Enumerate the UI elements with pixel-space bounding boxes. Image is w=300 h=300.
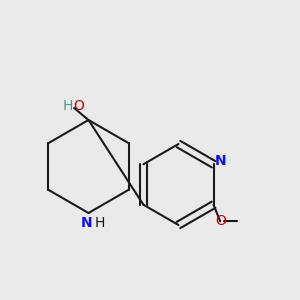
Text: O: O bbox=[216, 214, 226, 228]
Text: N: N bbox=[214, 154, 226, 168]
Text: N: N bbox=[81, 216, 93, 230]
Text: H: H bbox=[62, 99, 73, 112]
Text: O: O bbox=[73, 99, 84, 112]
Text: H: H bbox=[95, 216, 105, 230]
